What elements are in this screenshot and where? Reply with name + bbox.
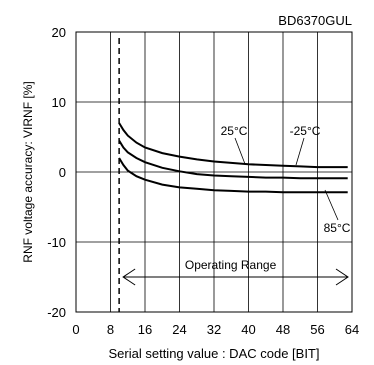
x-tick-label: 40 <box>241 322 255 337</box>
x-axis-label: Serial setting value : DAC code [BIT] <box>109 346 320 361</box>
x-tick-label: 0 <box>72 322 79 337</box>
range-arrow-right-head <box>335 268 349 286</box>
series-lines <box>118 122 348 194</box>
y-tick-label: 20 <box>52 25 66 40</box>
chart-title: BD6370GUL <box>278 13 352 28</box>
operating-range-arrow: Operating Range <box>122 258 349 286</box>
series-labels: 25°C -25°C 85°C <box>221 124 351 235</box>
x-tick-label: 32 <box>207 322 221 337</box>
x-tick-label: 24 <box>172 322 186 337</box>
y-tick-label: -10 <box>47 235 66 250</box>
y-tick-labels: 20 10 0 -10 -20 <box>47 25 66 320</box>
x-tick-label: 56 <box>310 322 324 337</box>
series-line <box>118 122 348 169</box>
series-label-leader-25c <box>234 137 246 165</box>
y-axis-label: RNF voltage accuracy: VIRNF [%] <box>21 81 35 262</box>
x-tick-label: 8 <box>107 322 114 337</box>
plot-frame <box>75 31 353 313</box>
series-label-minus25c: -25°C <box>290 124 321 138</box>
range-arrow-left-head <box>122 268 136 286</box>
range-arrow-label: Operating Range <box>185 258 277 272</box>
y-tick-label: 10 <box>52 95 66 110</box>
x-tick-label: 64 <box>345 322 359 337</box>
series-line <box>118 139 348 180</box>
x-tick-label: 48 <box>276 322 290 337</box>
series-label-leader-85c <box>324 189 339 221</box>
grid-lines <box>76 32 352 312</box>
x-tick-labels: 0 8 16 24 32 40 48 56 64 <box>72 322 359 337</box>
y-tick-label: 0 <box>59 165 66 180</box>
x-tick-label: 16 <box>138 322 152 337</box>
series-label-leader-minus25c <box>295 137 305 166</box>
series-label-85c: 85°C <box>324 221 351 235</box>
series-label-25c: 25°C <box>221 124 248 138</box>
y-tick-label: -20 <box>47 305 66 320</box>
series-line <box>118 157 348 194</box>
